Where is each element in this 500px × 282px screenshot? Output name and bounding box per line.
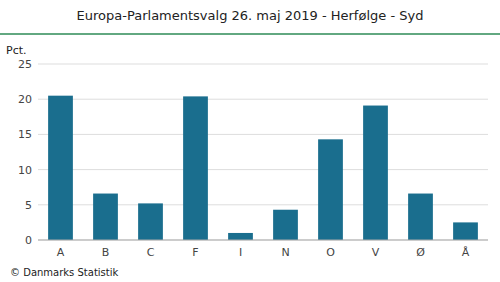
x-tick-label: O bbox=[326, 246, 335, 259]
title-rule bbox=[0, 33, 500, 35]
y-axis-label: Pct. bbox=[6, 44, 27, 57]
bar bbox=[93, 194, 118, 240]
bar bbox=[183, 96, 208, 240]
bar bbox=[48, 96, 73, 240]
x-tick-label: A bbox=[57, 246, 65, 259]
grid-line bbox=[38, 240, 488, 241]
x-tick-label: Ø bbox=[416, 246, 425, 259]
y-tick-label: 0 bbox=[25, 234, 32, 247]
y-tick-label: 5 bbox=[25, 199, 32, 212]
grid-line bbox=[38, 99, 488, 100]
bar bbox=[138, 203, 163, 240]
grid-line bbox=[38, 169, 488, 170]
x-axis: ABCFINOVØÅ bbox=[57, 246, 470, 259]
x-tick-label: F bbox=[192, 246, 198, 259]
bar bbox=[408, 194, 433, 240]
chart-container: Europa-Parlamentsvalg 26. maj 2019 - Her… bbox=[0, 0, 500, 282]
y-tick-label: 25 bbox=[18, 58, 32, 71]
bar bbox=[318, 139, 343, 240]
x-axis-line bbox=[38, 240, 488, 241]
x-tick-label: V bbox=[372, 246, 380, 259]
footer: © Danmarks Statistik bbox=[10, 267, 119, 278]
grid-line bbox=[38, 64, 488, 65]
bar bbox=[453, 222, 478, 240]
chart-svg: Europa-Parlamentsvalg 26. maj 2019 - Her… bbox=[0, 0, 500, 282]
y-tick-label: 20 bbox=[18, 93, 32, 106]
bars bbox=[48, 96, 478, 240]
x-tick-label: B bbox=[102, 246, 110, 259]
x-tick-label: Å bbox=[462, 246, 470, 259]
y-tick-label: 15 bbox=[18, 128, 32, 141]
y-tick-label: 10 bbox=[18, 164, 32, 177]
y-axis: 0 5 10 15 20 25 bbox=[18, 58, 488, 247]
x-tick-label: C bbox=[147, 246, 155, 259]
bar bbox=[273, 210, 298, 240]
x-tick-label: N bbox=[281, 246, 289, 259]
x-tick-label: I bbox=[239, 246, 242, 259]
title: Europa-Parlamentsvalg 26. maj 2019 - Her… bbox=[77, 8, 424, 23]
bar bbox=[363, 106, 388, 240]
bar bbox=[228, 233, 253, 240]
grid-line bbox=[38, 134, 488, 135]
